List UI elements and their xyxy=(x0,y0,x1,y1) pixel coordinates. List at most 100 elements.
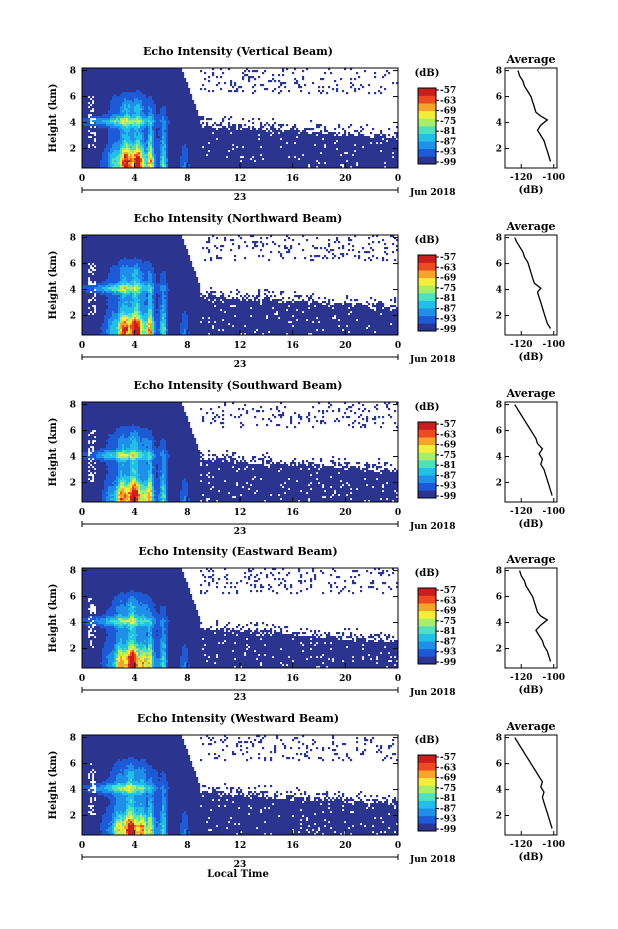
heatmap-cell xyxy=(120,110,122,112)
heatmap-cell xyxy=(114,78,116,80)
heatmap-cell xyxy=(134,110,136,112)
heatmap-cell xyxy=(124,126,126,128)
heatmap-cell xyxy=(196,160,198,162)
heatmap-cell xyxy=(126,110,128,112)
heatmap-cell xyxy=(114,162,116,164)
heatmap-cell xyxy=(174,164,176,166)
heatmap-cell xyxy=(126,162,128,164)
heatmap-cell xyxy=(94,158,96,160)
heatmap-cell xyxy=(88,138,90,140)
heatmap-cell xyxy=(150,104,152,106)
heatmap-cell xyxy=(132,90,134,92)
heatmap-cell xyxy=(102,144,104,146)
heatmap-cell xyxy=(144,94,146,96)
heatmap-cell xyxy=(234,152,236,154)
heatmap-cell xyxy=(256,142,258,144)
heatmap-cell xyxy=(90,154,92,156)
heatmap-cell xyxy=(124,124,126,126)
heatmap-cell xyxy=(222,140,224,142)
heatmap-cell xyxy=(278,138,280,140)
heatmap-cell xyxy=(88,80,90,82)
heatmap-cell xyxy=(144,132,146,134)
heatmap-cell xyxy=(104,140,106,142)
heatmap-cell xyxy=(280,126,282,128)
heatmap-cell xyxy=(228,90,230,92)
heatmap-cell xyxy=(100,148,102,150)
heatmap-cell xyxy=(376,148,378,150)
heatmap-cell xyxy=(198,154,200,156)
heatmap-cell xyxy=(86,136,88,138)
heatmap-cell xyxy=(112,90,114,92)
heatmap-cell xyxy=(122,126,124,128)
heatmap-cell xyxy=(102,122,104,124)
heatmap-cell xyxy=(190,128,192,130)
heatmap-cell xyxy=(186,96,188,98)
heatmap-cell xyxy=(134,86,136,88)
heatmap-cell xyxy=(252,132,254,134)
heatmap-cell xyxy=(370,148,372,150)
heatmap-cell xyxy=(128,144,130,146)
heatmap-cell xyxy=(94,162,96,164)
heatmap-cell xyxy=(378,148,380,150)
heatmap-cell xyxy=(104,160,106,162)
heatmap-cell xyxy=(126,108,128,110)
heatmap-cell xyxy=(336,150,338,152)
heatmap-cell xyxy=(158,136,160,138)
heatmap-cell xyxy=(354,136,356,138)
heatmap-cell xyxy=(178,134,180,136)
heatmap-cell xyxy=(278,154,280,156)
heatmap-cell xyxy=(214,148,216,150)
heatmap-cell xyxy=(184,80,186,82)
heatmap-cell xyxy=(170,144,172,146)
heatmap-cell xyxy=(164,140,166,142)
heatmap-cell xyxy=(212,90,214,92)
heatmap-cell xyxy=(168,94,170,96)
heatmap-cell xyxy=(266,136,268,138)
heatmap-cell xyxy=(204,164,206,166)
heatmap-cell xyxy=(144,76,146,78)
heatmap-cell xyxy=(342,128,344,130)
heatmap-cell xyxy=(104,134,106,136)
heatmap-cell xyxy=(150,120,152,122)
heatmap-cell xyxy=(100,162,102,164)
heatmap-cell xyxy=(102,118,104,120)
heatmap-cell xyxy=(186,102,188,104)
heatmap-cell xyxy=(168,138,170,140)
heatmap-cell xyxy=(176,162,178,164)
heatmap-cell xyxy=(242,160,244,162)
heatmap-cell xyxy=(240,154,242,156)
heatmap-cell xyxy=(170,106,172,108)
heatmap-cell xyxy=(390,154,392,156)
heatmap-cell xyxy=(314,162,316,164)
heatmap-cell xyxy=(390,152,392,154)
heatmap-cell xyxy=(306,132,308,134)
heatmap-cell xyxy=(214,146,216,148)
heatmap-cell xyxy=(118,104,120,106)
heatmap-cell xyxy=(374,148,376,150)
heatmap-cell xyxy=(170,126,172,128)
heatmap-cell xyxy=(228,158,230,160)
heatmap-cell xyxy=(190,114,192,116)
heatmap-cell xyxy=(154,158,156,160)
heatmap-cell xyxy=(118,88,120,90)
heatmap-cell xyxy=(98,118,100,120)
heatmap-cell xyxy=(254,136,256,138)
heatmap-cell xyxy=(360,150,362,152)
heatmap-cell xyxy=(210,154,212,156)
heatmap-cell xyxy=(238,140,240,142)
heatmap-cell xyxy=(178,84,180,86)
heatmap-cell xyxy=(366,150,368,152)
heatmap-cell xyxy=(320,146,322,148)
heatmap-cell xyxy=(254,148,256,150)
heatmap-cell xyxy=(130,130,132,132)
heatmap-cell xyxy=(210,136,212,138)
heatmap-cell xyxy=(94,88,96,90)
heatmap-cell xyxy=(200,140,202,142)
heatmap-cell xyxy=(162,136,164,138)
heatmap-cell xyxy=(236,162,238,164)
heatmap-cell xyxy=(106,116,108,118)
heatmap-cell xyxy=(372,146,374,148)
heatmap xyxy=(82,235,398,335)
heatmap-cell xyxy=(156,130,158,132)
heatmap-cell xyxy=(128,116,130,118)
